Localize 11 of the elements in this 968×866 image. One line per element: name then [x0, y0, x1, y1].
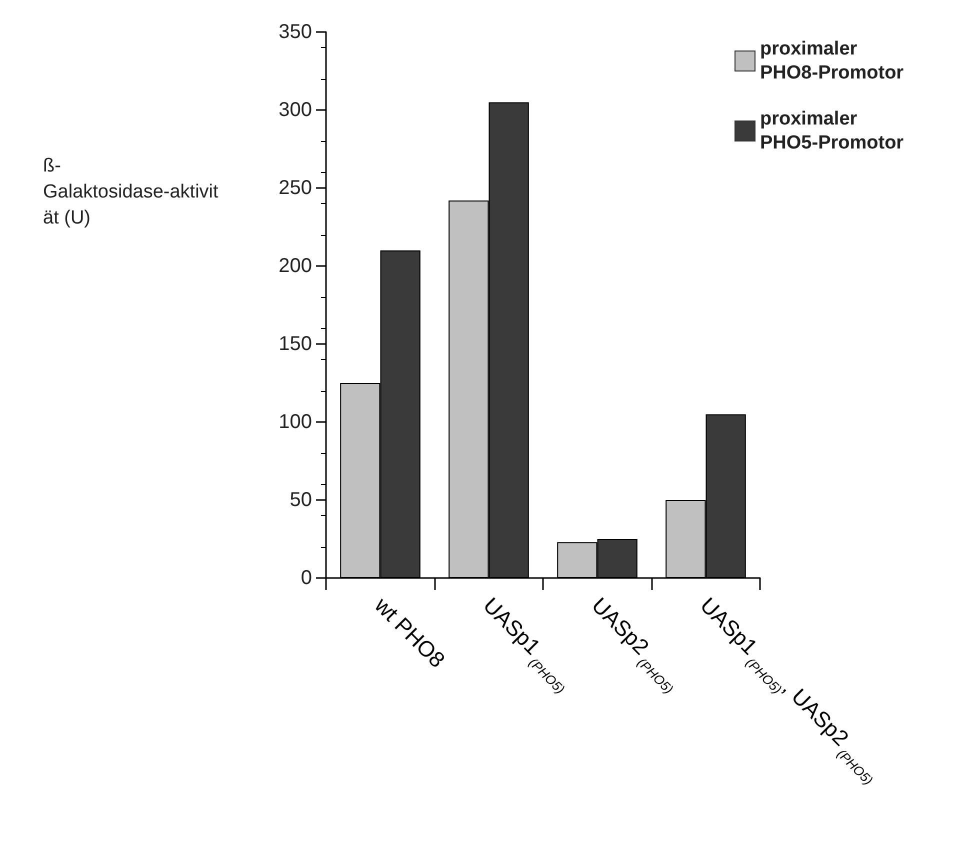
y-tick-label: 300 [278, 99, 312, 121]
y-axis-title: ß-Galaktosidase-aktivität (U) [43, 156, 220, 228]
legend-label: proximaler PHO8-Promotor [760, 38, 904, 84]
y-tick-label: 150 [278, 333, 312, 355]
y-tick-label: 250 [278, 177, 312, 199]
y-tick-label: 50 [290, 489, 312, 511]
y-tick-label: 200 [278, 255, 312, 277]
y-tick-label: 350 [278, 21, 312, 43]
y-tick-label: 100 [278, 411, 312, 433]
y-tick-label: 0 [300, 567, 312, 589]
legend-label: proximaler PHO5-Promotor [760, 108, 904, 154]
